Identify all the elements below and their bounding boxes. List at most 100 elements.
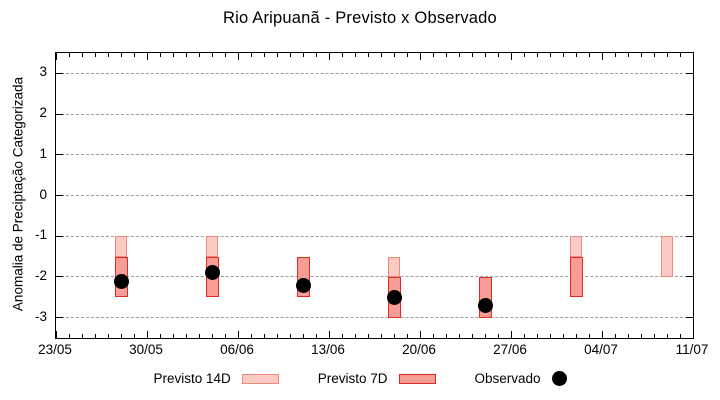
x-minor-tick-top (367, 53, 369, 57)
gridline-y-3 (56, 317, 693, 319)
plot-area (55, 52, 694, 339)
x-minor-tick (133, 334, 135, 338)
x-minor-tick-top (172, 53, 174, 57)
gridline-y-2 (56, 276, 693, 278)
x-minor-tick-top (666, 53, 668, 57)
x-minor-tick-top (562, 53, 564, 57)
x-minor-tick (68, 334, 70, 338)
x-major-tick (328, 331, 330, 338)
x-minor-tick (575, 334, 577, 338)
x-tick-label: 13/06 (311, 342, 345, 357)
x-major-tick (419, 331, 421, 338)
y-major-tick-left (56, 317, 63, 319)
x-minor-tick-top (588, 53, 590, 57)
x-minor-tick-top (471, 53, 473, 57)
x-minor-tick (523, 334, 525, 338)
x-minor-tick-top (198, 53, 200, 57)
x-minor-tick (211, 334, 213, 338)
x-minor-tick (393, 334, 395, 338)
x-minor-tick (484, 334, 486, 338)
x-major-tick-top (601, 53, 603, 60)
x-minor-tick-top (263, 53, 265, 57)
x-minor-tick (315, 334, 317, 338)
x-minor-tick-top (458, 53, 460, 57)
x-minor-tick (432, 334, 434, 338)
x-minor-tick-top (133, 53, 135, 57)
forecast-bar-previsto-14d (661, 236, 673, 277)
x-minor-tick-top (393, 53, 395, 57)
x-minor-tick (445, 334, 447, 338)
x-minor-tick-top (120, 53, 122, 57)
x-minor-tick-top (94, 53, 96, 57)
x-minor-tick-top (250, 53, 252, 57)
y-tick-label: 3 (39, 64, 47, 80)
x-tick-label: 11/07 (675, 342, 709, 357)
legend-entry-observado: Observado (475, 371, 567, 386)
gridline-y2 (56, 113, 693, 115)
x-major-tick (510, 331, 512, 338)
gridline-y0 (56, 195, 693, 196)
x-minor-tick (588, 334, 590, 338)
y-major-tick-left (56, 276, 63, 278)
observado-dot-icon (551, 371, 567, 386)
y-major-tick-right (686, 72, 693, 74)
y-tick-label: 0 (39, 186, 47, 202)
x-minor-tick-top (159, 53, 161, 57)
legend-label-previsto-7d: Previsto 7D (317, 371, 388, 386)
x-minor-tick (562, 334, 564, 338)
x-minor-tick-top (497, 53, 499, 57)
x-minor-tick (94, 334, 96, 338)
x-minor-tick (198, 334, 200, 338)
x-minor-tick (653, 334, 655, 338)
x-minor-tick (159, 334, 161, 338)
x-minor-tick (172, 334, 174, 338)
x-major-tick-top (328, 53, 330, 60)
y-major-tick-right (686, 113, 693, 115)
x-minor-tick (341, 334, 343, 338)
x-minor-tick-top (81, 53, 83, 57)
x-minor-tick-top (185, 53, 187, 57)
gridline-y1 (56, 154, 693, 156)
x-major-tick (601, 331, 603, 338)
x-minor-tick-top (523, 53, 525, 57)
x-tick-label: 20/06 (402, 342, 436, 357)
x-major-tick (55, 331, 57, 338)
forecast-bar-previsto-14d (388, 256, 400, 277)
x-major-tick (237, 331, 239, 338)
x-minor-tick (471, 334, 473, 338)
legend-entry-previsto-14d: Previsto 14D (153, 371, 279, 386)
x-minor-tick (614, 334, 616, 338)
x-minor-tick (406, 334, 408, 338)
x-minor-tick (549, 334, 551, 338)
gridline-y-1 (56, 235, 693, 237)
y-tick-label: -1 (34, 227, 47, 243)
x-minor-tick (627, 334, 629, 338)
x-minor-tick (367, 334, 369, 338)
x-minor-tick-top (575, 53, 577, 57)
x-minor-tick-top (614, 53, 616, 57)
x-tick-label: 27/06 (493, 342, 527, 357)
x-minor-tick (666, 334, 668, 338)
x-minor-tick (679, 334, 681, 338)
x-minor-tick-top (276, 53, 278, 57)
x-minor-tick-top (107, 53, 109, 57)
previsto-14d-swatch-icon (241, 373, 279, 384)
observed-point (295, 277, 311, 293)
x-minor-tick (120, 334, 122, 338)
y-major-tick-left (56, 235, 63, 237)
y-tick-label: 2 (39, 105, 47, 121)
x-minor-tick-top (536, 53, 538, 57)
legend-label-observado: Observado (474, 371, 541, 386)
x-minor-tick (250, 334, 252, 338)
x-minor-tick (302, 334, 304, 338)
x-major-tick-top (237, 53, 239, 60)
y-major-tick-right (686, 235, 693, 237)
y-major-tick-left (56, 195, 63, 196)
x-minor-tick (289, 334, 291, 338)
x-minor-tick-top (315, 53, 317, 57)
legend: Previsto 14D Previsto 7D Observado (0, 371, 720, 386)
x-minor-tick (224, 334, 226, 338)
observed-point (204, 265, 220, 281)
forecast-bar-previsto-14d (570, 236, 582, 257)
